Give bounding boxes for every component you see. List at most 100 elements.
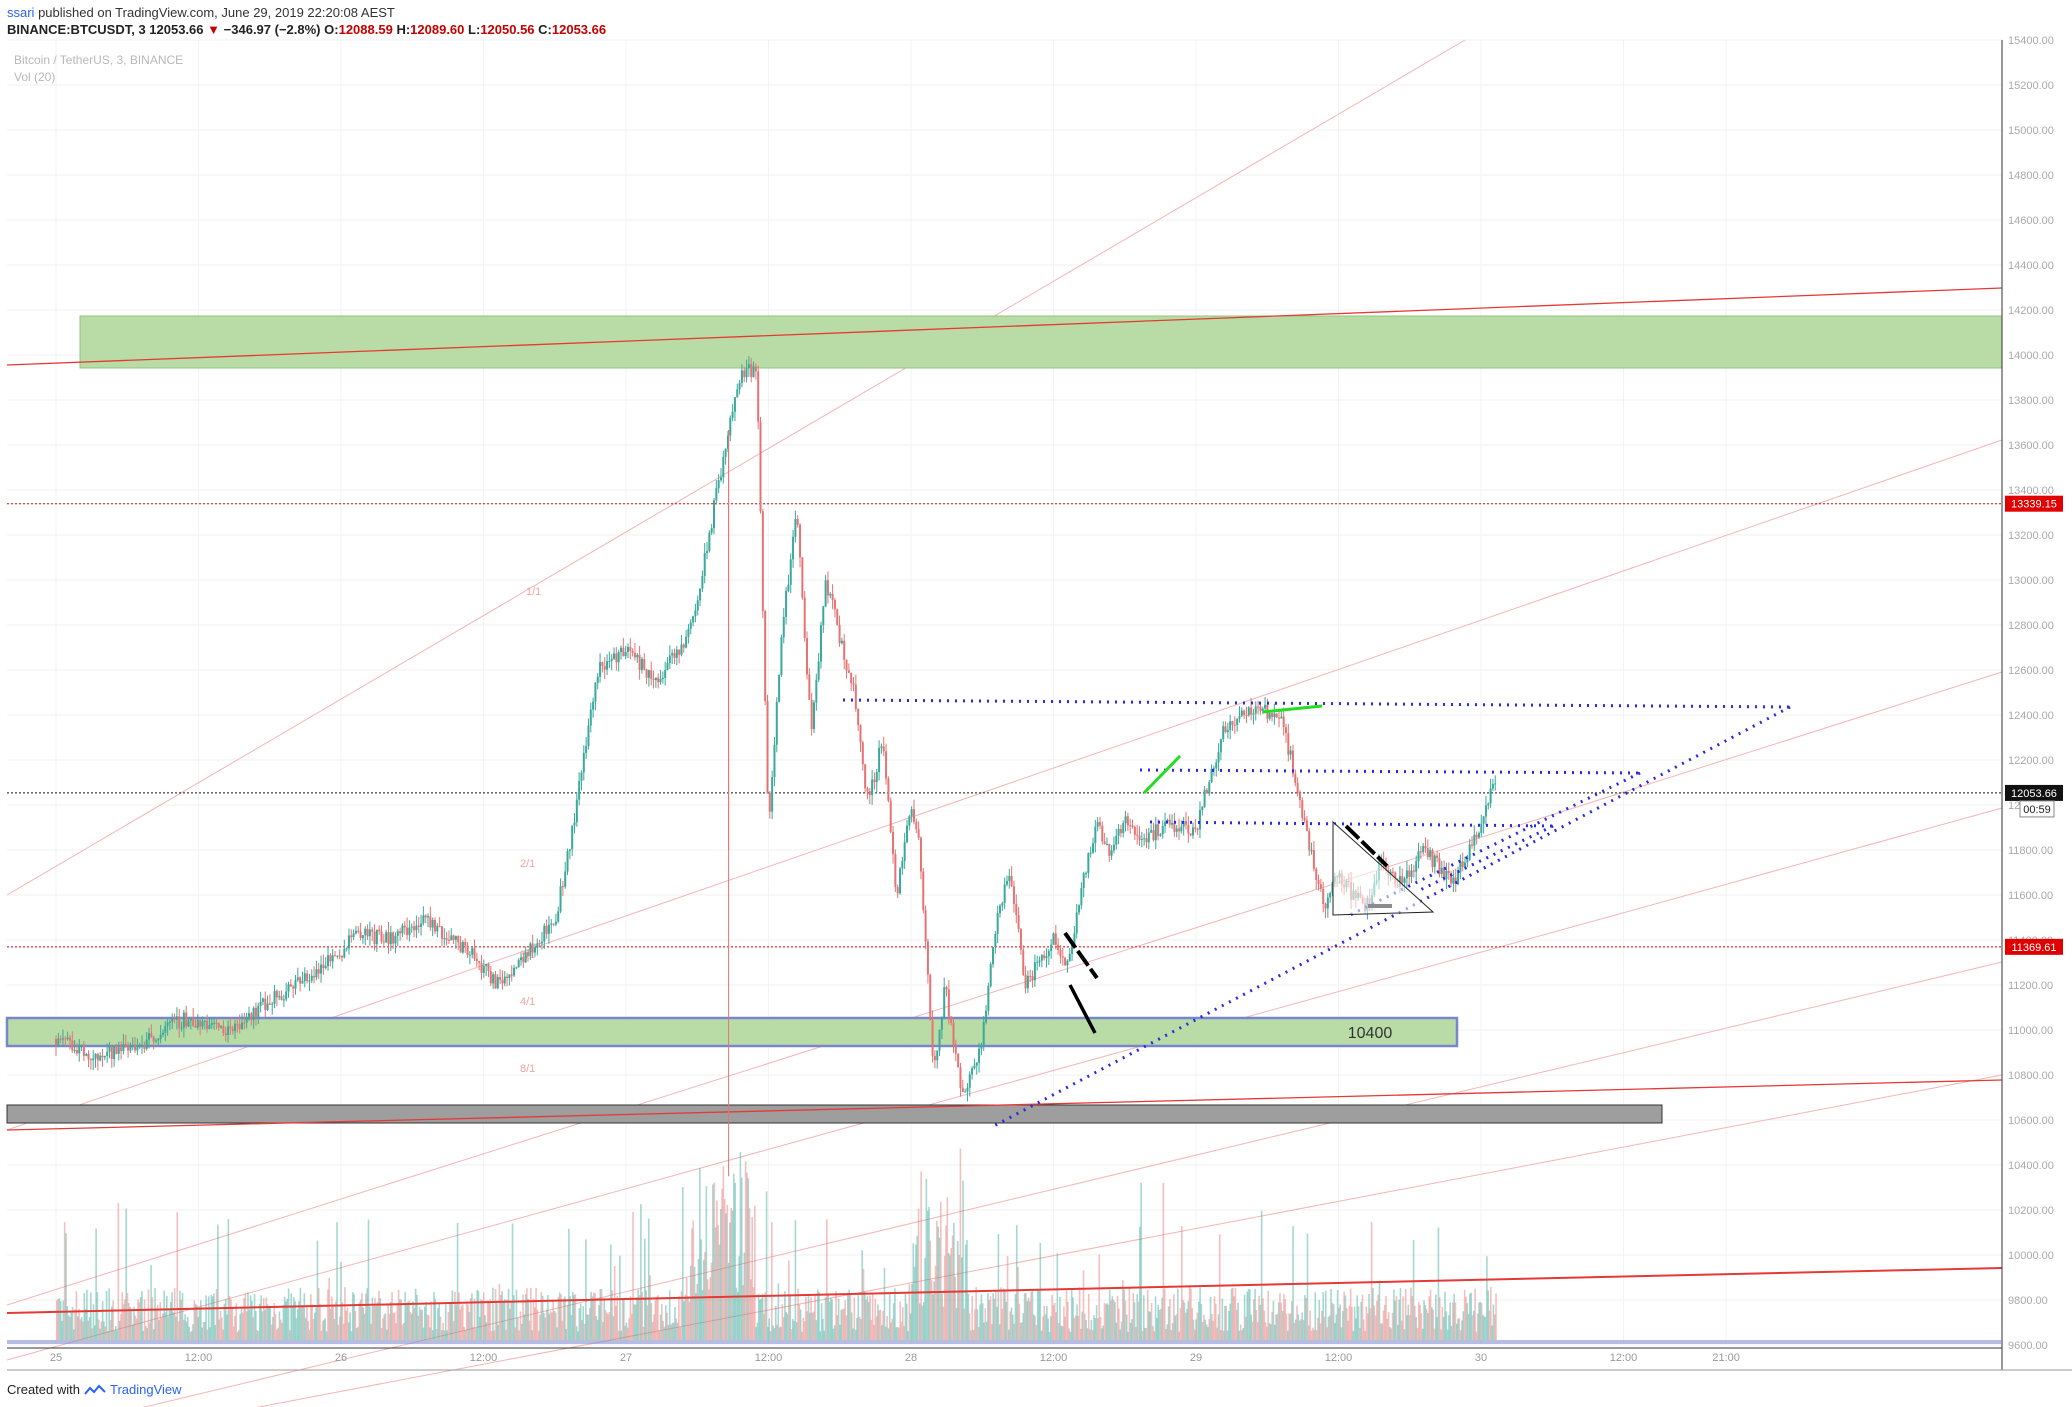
candle-body xyxy=(296,977,299,981)
volume-bar xyxy=(1492,1304,1495,1340)
time-axis[interactable]: 25 12:00 26 12:00 27 12:00 28 12:00 29 12:00 30 12:… xyxy=(7,1340,2072,1371)
volume-bar xyxy=(57,1299,59,1340)
volume-bar xyxy=(1260,1210,1263,1340)
author-link[interactable]: ssari xyxy=(7,5,35,20)
candle-body xyxy=(1080,887,1083,906)
candle-body xyxy=(1324,903,1327,909)
volume-bar xyxy=(166,1295,168,1340)
candle-body xyxy=(464,942,467,946)
volume-bar xyxy=(1453,1293,1455,1340)
volume-bar xyxy=(831,1299,833,1340)
volume-bar xyxy=(121,1292,124,1340)
volume-bar xyxy=(1209,1296,1212,1340)
candle-body xyxy=(320,964,323,974)
gann-fan-label: 2/1 xyxy=(520,858,535,870)
candle-body xyxy=(1284,727,1287,734)
volume-bar xyxy=(410,1313,413,1340)
candle-body xyxy=(566,850,569,872)
volume-bar xyxy=(524,1294,527,1340)
candle-body xyxy=(1010,875,1013,887)
volume-bar xyxy=(1487,1290,1489,1340)
candle-body xyxy=(415,925,418,931)
candle-body xyxy=(885,751,888,779)
volume-bar xyxy=(355,1327,358,1340)
candle-body xyxy=(1071,944,1074,954)
volume-bar xyxy=(1095,1305,1098,1340)
volume-bar xyxy=(1359,1327,1361,1340)
candle-body xyxy=(1326,897,1329,909)
candle-body xyxy=(431,919,434,928)
volume-bar xyxy=(469,1297,472,1340)
volume-bar xyxy=(760,1298,763,1340)
volume-bar xyxy=(1044,1314,1047,1340)
volume-bar xyxy=(498,1283,501,1340)
volume-bar xyxy=(286,1298,289,1340)
volume-bar xyxy=(1122,1280,1124,1340)
volume-bar xyxy=(764,1292,767,1340)
candle-body xyxy=(585,746,588,754)
volume-bar xyxy=(844,1300,846,1340)
volume-bar xyxy=(552,1299,554,1340)
volume-bar xyxy=(217,1224,219,1340)
volume-bar xyxy=(193,1300,196,1340)
volume-bar xyxy=(1087,1293,1090,1340)
candle-body xyxy=(717,480,720,489)
volume-bar xyxy=(988,1299,991,1340)
volume-bar xyxy=(65,1233,67,1340)
volume-bar xyxy=(805,1296,807,1340)
volume-bar xyxy=(176,1212,179,1340)
candle-body xyxy=(1475,834,1478,838)
volume-bar xyxy=(363,1313,366,1340)
candle-body xyxy=(1415,861,1418,872)
candle-body xyxy=(747,364,750,369)
volume-bar xyxy=(839,1324,841,1340)
volume-bar xyxy=(388,1313,391,1340)
volume-bar xyxy=(1321,1310,1323,1340)
price-axis[interactable]: 15400.0015200.0015000.0014800.0014600.00… xyxy=(2001,35,2054,1370)
volume-bar xyxy=(953,1222,955,1340)
candle-body xyxy=(1031,976,1034,981)
support-zone-label: 10400 xyxy=(1348,1025,1393,1042)
candle-body xyxy=(392,932,395,944)
volume-bar xyxy=(164,1312,167,1340)
candle-body xyxy=(1466,859,1469,863)
candle-body xyxy=(987,986,990,1011)
candle-body xyxy=(524,952,527,963)
candle-body xyxy=(1089,852,1092,854)
volume-bar xyxy=(101,1301,104,1340)
tradingview-link[interactable]: TradingView xyxy=(109,1382,182,1397)
volume-bar xyxy=(420,1309,422,1340)
volume-bar xyxy=(1221,1298,1224,1340)
volume-bar xyxy=(1111,1296,1114,1340)
volume-bar xyxy=(1115,1322,1118,1340)
candle-body xyxy=(650,670,653,679)
candle-body xyxy=(238,1024,241,1029)
volume-bar xyxy=(1268,1323,1271,1340)
volume-bar xyxy=(1030,1291,1032,1340)
volume-bar xyxy=(1153,1331,1156,1340)
volume-bar xyxy=(192,1324,194,1340)
candle-body xyxy=(55,1039,57,1047)
volume-bar xyxy=(186,1316,189,1340)
volume-bar xyxy=(1414,1305,1416,1340)
candle-body xyxy=(1078,905,1081,913)
volume-bar xyxy=(99,1328,101,1340)
volume-bar xyxy=(1196,1312,1199,1340)
candle-body xyxy=(782,616,785,638)
candle-body xyxy=(926,941,929,975)
candle-body xyxy=(568,849,571,851)
volume-bar xyxy=(148,1322,151,1340)
volume-bar xyxy=(386,1329,388,1340)
candle-body xyxy=(894,854,897,888)
volume-bar xyxy=(1315,1330,1318,1340)
candlestick-series xyxy=(55,356,1497,1177)
volume-bar xyxy=(1317,1317,1319,1340)
volume-bar xyxy=(1171,1322,1174,1340)
volume-bar xyxy=(1018,1303,1021,1340)
candle-body xyxy=(210,1023,213,1026)
volume-bar xyxy=(651,1322,654,1340)
candle-body xyxy=(947,989,950,1017)
volume-bar xyxy=(66,1306,69,1340)
